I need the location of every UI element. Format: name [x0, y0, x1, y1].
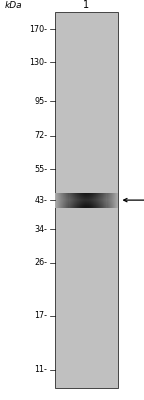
Bar — [62, 192, 63, 208]
Bar — [55, 199, 118, 200]
Text: 55-: 55- — [34, 165, 48, 174]
Bar — [55, 202, 118, 203]
Bar — [55, 194, 118, 195]
Bar — [55, 196, 118, 197]
Bar — [114, 192, 115, 208]
Bar — [87, 192, 89, 208]
Bar — [99, 192, 100, 208]
Bar — [55, 197, 118, 198]
Bar — [72, 192, 73, 208]
Bar — [102, 192, 103, 208]
Bar — [73, 192, 74, 208]
Bar — [93, 192, 94, 208]
Bar — [65, 192, 67, 208]
Bar — [103, 192, 105, 208]
Bar — [91, 192, 92, 208]
Bar — [71, 192, 72, 208]
Bar — [82, 192, 83, 208]
Bar — [59, 192, 60, 208]
Bar — [85, 192, 87, 208]
Bar — [55, 203, 118, 204]
Bar — [55, 192, 56, 208]
Bar — [90, 192, 91, 208]
Bar — [55, 206, 118, 207]
Bar — [89, 192, 90, 208]
Bar — [116, 192, 117, 208]
Bar — [55, 205, 118, 206]
Text: 43-: 43- — [35, 196, 48, 205]
Bar — [61, 192, 62, 208]
Bar — [55, 194, 118, 195]
Bar — [113, 192, 114, 208]
Text: kDa: kDa — [4, 1, 22, 10]
Text: 26-: 26- — [35, 258, 48, 267]
Text: 1: 1 — [83, 0, 89, 10]
Bar — [55, 192, 118, 193]
Bar — [55, 205, 118, 206]
Bar — [92, 192, 93, 208]
Bar — [86, 192, 88, 208]
Text: 72-: 72- — [34, 132, 48, 140]
Bar — [55, 204, 118, 205]
Bar — [109, 192, 110, 208]
Bar — [55, 12, 118, 388]
Bar — [70, 192, 71, 208]
Bar — [64, 192, 65, 208]
Bar — [111, 192, 112, 208]
Bar — [57, 192, 58, 208]
Bar — [105, 192, 107, 208]
Bar — [83, 192, 84, 208]
Bar — [56, 192, 57, 208]
Bar — [55, 200, 118, 201]
Bar — [106, 192, 108, 208]
Text: 17-: 17- — [35, 311, 48, 320]
Bar — [55, 198, 118, 199]
Bar — [60, 192, 61, 208]
Bar — [81, 192, 82, 208]
Bar — [55, 195, 118, 196]
Bar — [104, 192, 106, 208]
Bar — [67, 192, 69, 208]
Text: 170-: 170- — [30, 24, 48, 34]
Bar — [95, 192, 96, 208]
Bar — [58, 192, 59, 208]
Bar — [79, 192, 80, 208]
Bar — [55, 192, 118, 193]
Bar — [55, 207, 118, 208]
Bar — [74, 192, 75, 208]
Text: 95-: 95- — [34, 97, 48, 106]
Bar — [75, 192, 76, 208]
Text: 11-: 11- — [35, 365, 48, 374]
Bar — [94, 192, 95, 208]
Bar — [55, 201, 118, 202]
Bar — [112, 192, 113, 208]
Text: 34-: 34- — [35, 225, 48, 234]
Bar — [55, 203, 118, 204]
Text: 130-: 130- — [30, 58, 48, 67]
Bar — [117, 192, 118, 208]
Bar — [76, 192, 77, 208]
Bar — [63, 192, 64, 208]
Bar — [80, 192, 81, 208]
Bar — [101, 192, 102, 208]
Bar — [96, 192, 97, 208]
Bar — [110, 192, 111, 208]
Bar — [55, 193, 118, 194]
Bar — [98, 192, 99, 208]
Bar — [115, 192, 116, 208]
Bar — [100, 192, 101, 208]
Bar — [77, 192, 78, 208]
Bar — [84, 192, 86, 208]
Bar — [108, 192, 109, 208]
Bar — [68, 192, 70, 208]
Bar — [97, 192, 98, 208]
Bar — [66, 192, 68, 208]
Bar — [78, 192, 79, 208]
